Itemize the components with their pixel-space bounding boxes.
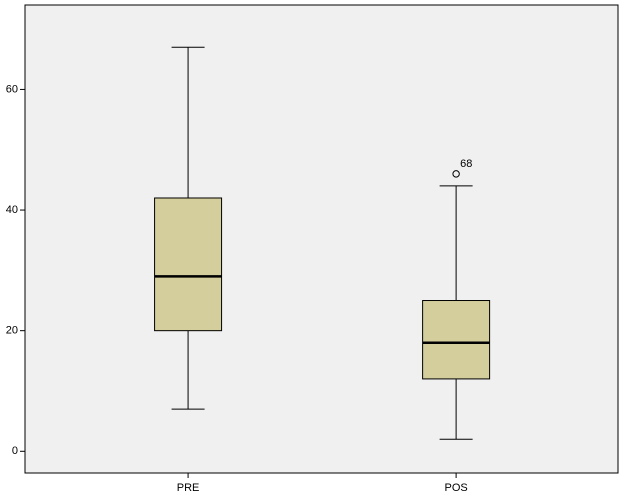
x-tick-label: POS: [444, 482, 467, 494]
outlier-label: 68: [460, 158, 472, 170]
x-tick-label: PRE: [177, 482, 200, 494]
outlier: [452, 170, 460, 178]
y-tick-label: 60: [6, 83, 18, 95]
plot-area: [24, 4, 619, 474]
box: [154, 197, 223, 332]
box: [422, 300, 491, 380]
y-tick-label: 40: [6, 204, 18, 216]
y-tick-label: 20: [6, 325, 18, 337]
y-tick-label: 0: [12, 445, 18, 457]
